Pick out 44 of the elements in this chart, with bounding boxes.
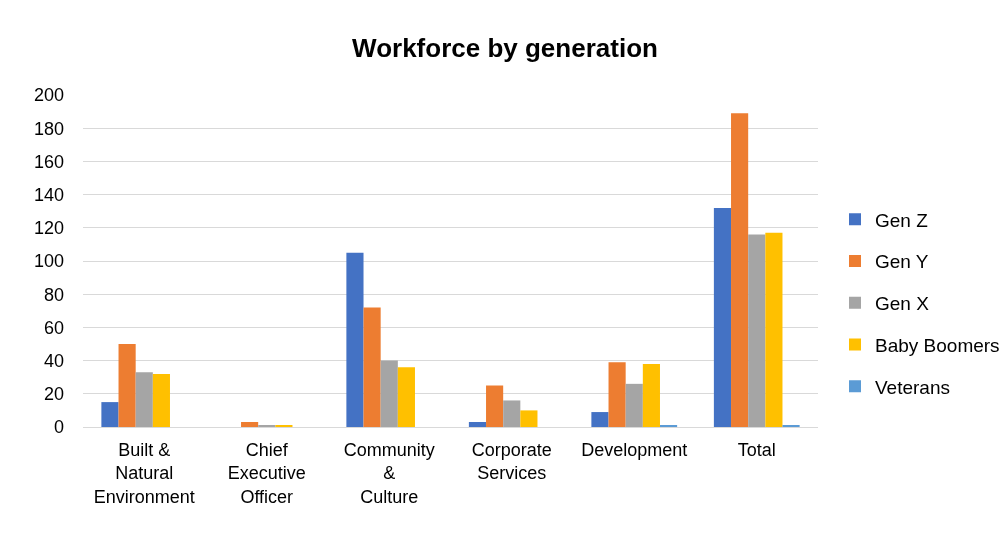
y-tick-label: 200 (33, 85, 64, 106)
bar (241, 422, 259, 427)
legend-label: Veterans (875, 376, 950, 398)
y-tick-label: 60 (43, 317, 64, 338)
y-tick-label: 120 (33, 218, 64, 239)
bar (731, 113, 749, 427)
bar (591, 412, 609, 427)
chart-title: Workforce by generation (352, 33, 658, 64)
bar (642, 363, 660, 427)
bar (380, 360, 398, 427)
bar (152, 373, 170, 427)
bar (486, 385, 504, 427)
bar (520, 410, 538, 427)
bar (135, 372, 153, 427)
legend-label: Gen Z (875, 209, 929, 231)
x-tick-label: Built & Natural Environment (93, 439, 195, 507)
y-tick-label: 100 (33, 251, 64, 272)
x-tick-label: Chief Executive Officer (227, 439, 306, 507)
bar (101, 402, 119, 427)
bar (765, 232, 783, 427)
y-tick-label: 40 (43, 350, 64, 371)
legend-label: Gen Y (875, 251, 929, 273)
bar (397, 367, 415, 427)
bar (363, 307, 381, 427)
x-tick-label: Total (737, 439, 776, 460)
x-tick-label: Corporate Services (471, 439, 552, 484)
legend-label: Baby Boomers (875, 334, 1000, 356)
legend-label: Gen X (875, 293, 930, 315)
x-tick-label: Community & Culture (343, 439, 435, 507)
bar (468, 422, 487, 427)
y-tick-label: 140 (33, 184, 64, 205)
y-tick-label: 160 (33, 151, 64, 172)
bar (713, 207, 732, 427)
y-tick-label: 180 (33, 118, 64, 139)
y-tick-label: 0 (53, 417, 64, 438)
bar (118, 344, 136, 427)
bar (608, 362, 626, 427)
x-tick-label: Development (581, 439, 688, 460)
bar (625, 383, 643, 427)
bar (503, 400, 521, 427)
y-tick-label: 80 (43, 284, 64, 305)
bar (748, 234, 766, 427)
y-tick-label: 20 (43, 384, 64, 405)
bar (346, 252, 364, 427)
